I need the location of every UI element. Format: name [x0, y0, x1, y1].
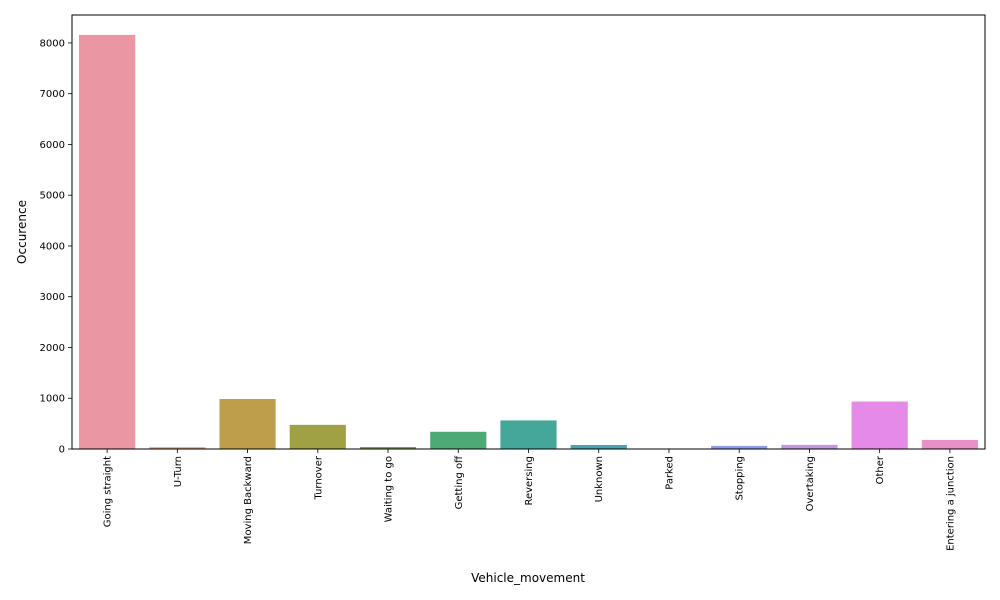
bar — [289, 424, 346, 449]
x-tick-label: U-Turn — [173, 456, 184, 487]
x-axis-label: Vehicle_movement — [471, 571, 585, 585]
bar — [219, 399, 276, 449]
bars-group — [79, 34, 978, 450]
bar — [711, 445, 768, 449]
bar — [570, 444, 627, 449]
bar — [359, 447, 417, 449]
y-tick-label: 5000 — [40, 191, 65, 202]
y-tick-label: 0 — [59, 445, 65, 456]
bar — [500, 420, 557, 449]
bar — [79, 34, 136, 450]
x-tick-label: Getting off — [454, 455, 465, 510]
x-tick-label: Unknown — [594, 456, 605, 502]
plot-frame — [71, 14, 986, 450]
bar — [430, 431, 487, 449]
x-tick-label: Entering a junction — [945, 456, 956, 551]
y-axis: 0 1000 2000 3000 4000 5000 6000 7000 8000 — [40, 38, 72, 456]
x-tick-label: Parked — [664, 456, 675, 490]
y-tick-label: 4000 — [40, 241, 65, 252]
bar — [851, 401, 908, 449]
y-tick-label: 6000 — [40, 140, 65, 151]
x-axis: Going straight U-Turn Moving Backward Turno… — [103, 449, 956, 551]
y-tick-label: 2000 — [40, 343, 65, 354]
y-axis-label: Occurence — [15, 200, 29, 264]
y-tick-label: 8000 — [40, 38, 65, 49]
y-tick-label: 3000 — [40, 292, 65, 303]
bar — [149, 447, 206, 449]
x-tick-label: Going straight — [103, 456, 114, 527]
x-tick-label: Other — [875, 455, 886, 484]
y-tick-label: 1000 — [40, 394, 65, 405]
bar — [781, 444, 838, 449]
x-tick-label: Turnover — [313, 455, 324, 500]
x-tick-label: Waiting to go — [384, 456, 395, 522]
x-tick-label: Moving Backward — [243, 456, 254, 544]
x-tick-label: Overtaking — [805, 456, 816, 511]
x-tick-label: Reversing — [524, 456, 535, 506]
bar — [921, 439, 978, 449]
x-tick-label: Stopping — [735, 456, 746, 501]
y-tick-label: 7000 — [40, 89, 65, 100]
